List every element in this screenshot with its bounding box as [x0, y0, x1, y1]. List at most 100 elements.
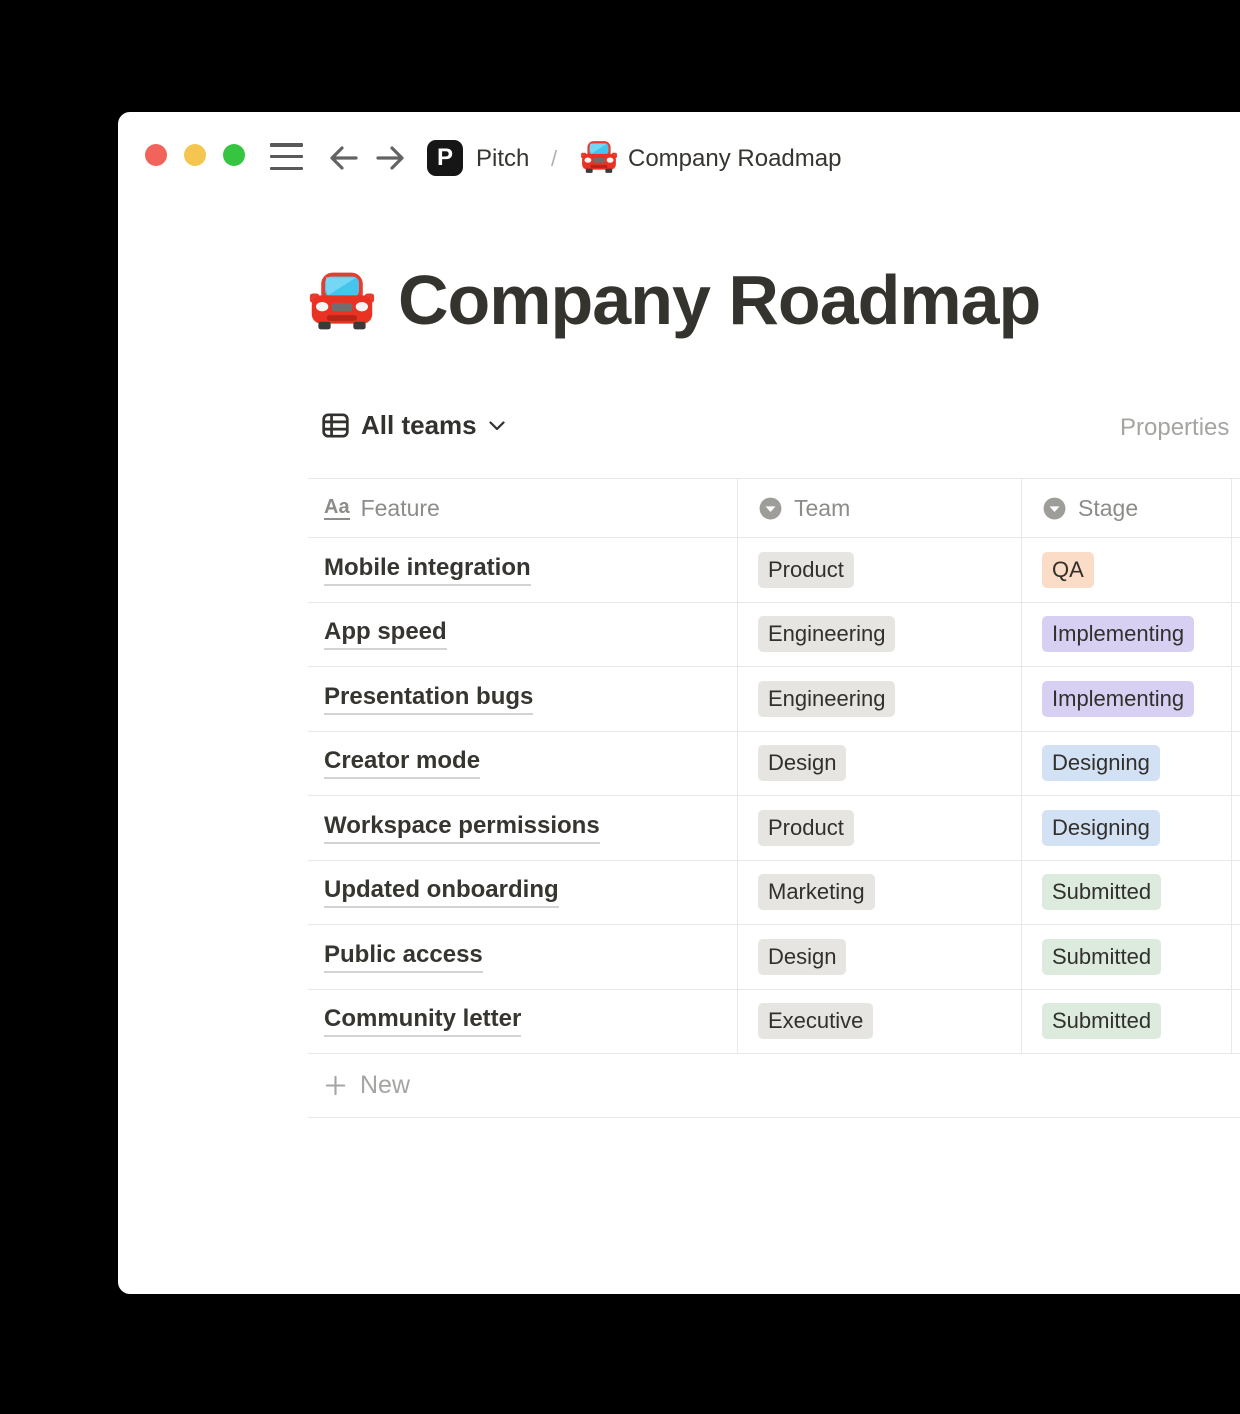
stage-cell[interactable]: Implementing	[1022, 602, 1232, 666]
team-cell[interactable]: Engineering	[738, 602, 1022, 666]
hamburger-icon[interactable]	[270, 143, 303, 170]
column-header-label: Team	[794, 494, 851, 521]
stage-cell[interactable]: QA	[1022, 538, 1232, 602]
table-row: Mobile integration Product QA	[308, 538, 1240, 603]
breadcrumb-page[interactable]: Company Roadmap	[628, 145, 842, 172]
column-header-team[interactable]: Team	[738, 479, 1022, 537]
empty-cell	[1232, 925, 1240, 989]
close-icon[interactable]	[145, 144, 167, 166]
feature-link[interactable]: Community letter	[324, 1005, 522, 1038]
column-header-label: Feature	[360, 494, 440, 521]
empty-cell	[1232, 732, 1240, 796]
feature-cell[interactable]: Creator mode	[308, 731, 738, 795]
back-arrow-icon[interactable]	[328, 141, 360, 175]
properties-button[interactable]: Properties	[1120, 414, 1230, 441]
team-cell[interactable]: Marketing	[738, 860, 1022, 924]
pitch-logo-icon[interactable]: P	[427, 140, 463, 176]
team-cell[interactable]: Design	[738, 731, 1022, 795]
column-header-label: Stage	[1078, 494, 1139, 521]
feature-link[interactable]: App speed	[324, 618, 447, 651]
table-row: Workspace permissions Product Designing	[308, 796, 1240, 861]
team-tag: Executive	[758, 1003, 874, 1040]
traffic-lights	[145, 144, 245, 166]
car-emoji-icon	[309, 272, 375, 329]
new-row-label: New	[360, 1071, 411, 1099]
column-header-extra	[1232, 479, 1240, 537]
stage-tag: Designing	[1042, 809, 1160, 846]
stage-tag: Implementing	[1042, 680, 1195, 717]
breadcrumb-separator: /	[551, 146, 558, 171]
team-cell[interactable]: Executive	[738, 989, 1022, 1053]
text-property-icon: Aa	[324, 495, 350, 520]
stage-tag: QA	[1042, 551, 1094, 588]
table-row: Presentation bugs Engineering Implementi…	[308, 667, 1240, 732]
stage-cell[interactable]: Submitted	[1022, 989, 1232, 1053]
table-row: Community letter Executive Submitted	[308, 989, 1240, 1054]
team-tag: Marketing	[758, 874, 875, 911]
feature-link[interactable]: Workspace permissions	[324, 812, 600, 844]
feature-cell[interactable]: App speed	[308, 602, 738, 666]
car-emoji-icon	[581, 141, 617, 173]
table-view-icon	[322, 413, 349, 438]
feature-link[interactable]: Presentation bugs	[324, 683, 534, 715]
team-cell[interactable]: Design	[738, 925, 1022, 989]
empty-cell	[1232, 796, 1240, 860]
stage-tag: Implementing	[1042, 616, 1195, 653]
view-controls: All teams Properties	[118, 410, 1240, 458]
feature-cell[interactable]: Updated onboarding	[308, 860, 738, 924]
page-title: Company Roadmap	[308, 261, 1041, 339]
feature-cell[interactable]: Public access	[308, 925, 738, 989]
stage-cell[interactable]: Submitted	[1022, 860, 1232, 924]
empty-cell	[1232, 990, 1240, 1054]
stage-tag: Designing	[1042, 745, 1160, 782]
table-row: Updated onboarding Marketing Submitted	[308, 860, 1240, 925]
empty-cell	[1232, 603, 1240, 667]
column-header-feature[interactable]: Aa Feature	[308, 479, 738, 537]
empty-cell	[1232, 667, 1240, 731]
stage-cell[interactable]: Implementing	[1022, 667, 1232, 731]
feature-cell[interactable]: Presentation bugs	[308, 667, 738, 731]
select-property-icon	[759, 497, 782, 519]
team-tag: Engineering	[758, 616, 896, 653]
team-cell[interactable]: Product	[738, 796, 1022, 860]
stage-tag: Submitted	[1042, 938, 1162, 975]
minimize-icon[interactable]	[184, 144, 206, 166]
view-switcher-label: All teams	[361, 410, 477, 440]
feature-link[interactable]: Mobile integration	[324, 554, 531, 586]
select-property-icon	[1043, 497, 1066, 519]
team-cell[interactable]: Product	[738, 538, 1022, 602]
team-tag: Design	[758, 745, 847, 782]
feature-cell[interactable]: Community letter	[308, 989, 738, 1053]
feature-link[interactable]: Public access	[324, 941, 483, 973]
stage-cell[interactable]: Designing	[1022, 731, 1232, 795]
page-title-text: Company Roadmap	[398, 261, 1041, 339]
stage-tag: Submitted	[1042, 1003, 1162, 1040]
titlebar: P Pitch / Company Roadmap	[118, 112, 1240, 188]
chevron-down-icon	[489, 420, 505, 430]
breadcrumb-app[interactable]: Pitch	[476, 145, 530, 172]
stage-cell[interactable]: Submitted	[1022, 925, 1232, 989]
table-row: Public access Design Submitted	[308, 925, 1240, 990]
new-row-button[interactable]: New	[308, 1054, 1240, 1118]
empty-cell	[1232, 538, 1240, 602]
feature-cell[interactable]: Mobile integration	[308, 538, 738, 602]
empty-cell	[1232, 861, 1240, 925]
feature-link[interactable]: Updated onboarding	[324, 876, 559, 909]
stage-cell[interactable]: Designing	[1022, 796, 1232, 860]
team-tag: Design	[758, 938, 847, 975]
column-header-stage[interactable]: Stage	[1022, 479, 1232, 537]
view-switcher[interactable]: All teams	[322, 410, 505, 441]
database-table: Aa Feature Team Stage Mobile	[308, 478, 1240, 1118]
team-tag: Product	[758, 809, 854, 846]
table-row: Creator mode Design Designing	[308, 731, 1240, 796]
zoom-icon[interactable]	[223, 144, 245, 166]
feature-link[interactable]: Creator mode	[324, 747, 481, 780]
forward-arrow-icon[interactable]	[374, 141, 406, 175]
plus-icon	[325, 1075, 346, 1096]
feature-cell[interactable]: Workspace permissions	[308, 796, 738, 860]
stage-tag: Submitted	[1042, 874, 1162, 911]
app-window: P Pitch / Company Roadmap Company Roadma…	[118, 112, 1240, 1294]
table-body: Mobile integration Product QA App speed …	[308, 538, 1240, 1054]
team-cell[interactable]: Engineering	[738, 667, 1022, 731]
table-row: App speed Engineering Implementing	[308, 602, 1240, 667]
